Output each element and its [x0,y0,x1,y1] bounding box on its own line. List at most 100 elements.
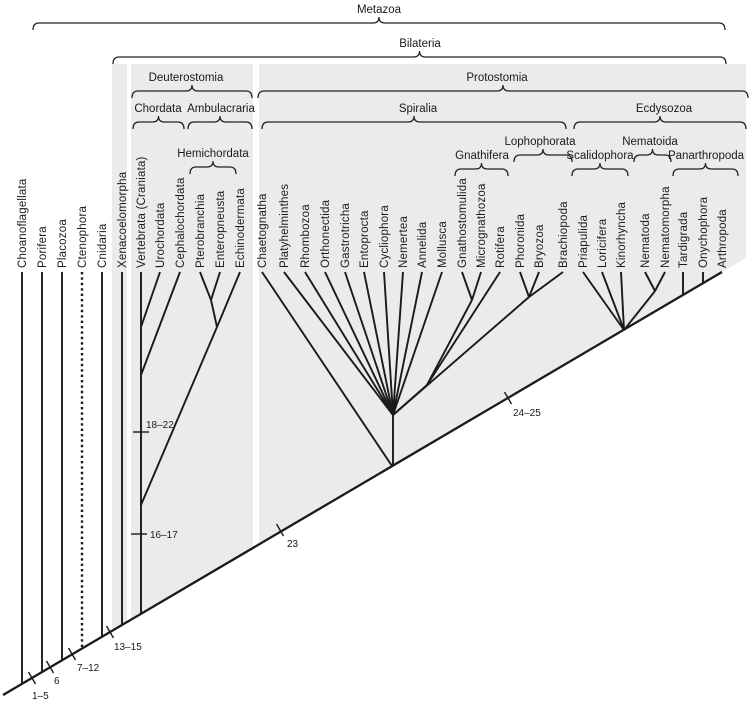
clade-brace-deuterostomia [131,84,253,99]
node-tick [275,523,285,537]
node-label-1-5: 1–5 [32,691,49,702]
tree-branch [283,271,394,416]
taxon-label-enteropneusta: Enteropneusta [215,190,227,268]
tree-branch [140,271,161,328]
taxon-labels: Choanoflagellata Porifera Placozoa Ctenopho… [17,156,729,268]
taxon-label-cycliophora: Cycliophora [379,205,391,268]
clade-brace-scalidophora [571,162,629,177]
clade-label-nematoida: Nematoida [622,136,678,148]
clade-label-ambulacraria: Ambulacraria [187,103,255,115]
taxon-label-platyhelminthes: Platyhelminthes [279,184,291,268]
taxon-label-nematomorpha: Nematomorpha [660,186,672,268]
tree-branch [324,271,394,416]
node-tick [67,647,77,661]
tree-branch [623,290,656,331]
node-label-7-12: 7–12 [77,663,100,674]
taxon-label-onychophora: Onychophora [698,196,710,268]
tree-branch [519,271,530,298]
taxon-label-orthonectida: Orthonectida [320,199,332,268]
clade-brace-hemichordata [189,160,237,175]
tree-branch [644,271,656,292]
clade-brace-metazoa [32,16,726,31]
node-tick [45,660,55,674]
taxon-label-vertebrata-craniata: Vertebrata (Craniata) [136,156,148,268]
panel-gap [253,64,259,548]
tree-branch [426,271,501,386]
clade-brace-chordata [132,115,185,130]
tree-branch [199,271,212,301]
node-label-24-25: 24–25 [513,408,541,419]
clade-label-deuterostomia: Deuterostomia [149,72,224,84]
tree-branch [620,271,625,331]
tree-branch [140,326,218,506]
panel-gap [127,64,131,622]
clade-label-chordata: Chordata [134,103,182,115]
node-label-16-17: 16–17 [150,530,178,541]
clade-braces [32,16,749,177]
taxon-label-cnidaria: Cnidaria [97,223,109,268]
clade-brace-ambulacraria [187,115,253,130]
tree-branch [383,271,394,416]
clade-label-gnathifera: Gnathifera [455,150,509,162]
taxon-label-tardigrada: Tardigrada [678,211,690,268]
tree-branch [654,271,666,292]
taxon-label-pterobranchia: Pterobranchia [195,193,207,268]
node-label-23: 23 [287,539,299,550]
clade-label-lophophorata: Lophophorata [505,136,577,148]
clade-brace-lophophorata [513,148,573,163]
taxon-label-micrognathozoa: Micrognathozoa [476,183,488,268]
tree-edges [2,271,723,696]
clade-brace-nematoida [633,148,672,163]
taxon-label-choanoflagellata: Choanoflagellata [17,178,29,268]
tree-branch [140,271,181,376]
clade-label-bilateria: Bilateria [399,38,441,50]
taxon-label-kinorhyncha: Kinorhyncha [616,201,628,268]
taxon-label-placozoa: Placozoa [57,219,69,268]
node-tick [503,391,513,405]
tree-branch [210,271,221,301]
taxon-label-ctenophora: Ctenophora [77,205,89,268]
tree-branch [392,271,404,416]
taxon-label-brachiopoda: Brachiopoda [558,201,570,268]
clade-label-panarthropoda: Panarthropoda [668,150,745,162]
clade-brace-ecdysozoa [573,115,747,130]
taxon-label-bryozoa: Bryozoa [534,224,546,268]
tree-branch [392,296,530,416]
clade-label-ecdysozoa: Ecdysozoa [636,103,693,115]
clade-brace-spiralia [261,115,567,130]
taxon-label-urochordata: Urochordata [155,202,167,268]
clade-brace-protostomia [257,84,749,99]
taxon-label-nematoda: Nematoda [640,213,652,268]
node-labels: 1–5 6 7–12 13–15 16–17 18–22 23 24–25 [32,408,541,702]
taxon-label-gastrotricha: Gastrotricha [340,203,352,268]
clade-brace-panarthropoda [672,162,739,177]
node-label-13-15: 13–15 [114,642,142,653]
taxon-label-porifera: Porifera [37,226,49,268]
taxon-label-mollusca: Mollusca [437,221,449,268]
taxon-label-annelida: Annelida [417,221,429,268]
tree-branch [528,271,564,298]
clade-label-hemichordata: Hemichordata [177,148,249,160]
taxon-label-gnathostomulida: Gnathostomulida [457,178,469,268]
taxon-label-echinodermata: Echinodermata [235,188,247,268]
taxon-label-phoronida: Phoronida [515,213,527,268]
clade-label-protostomia: Protostomia [466,72,528,84]
tree-branch [528,271,540,298]
clade-label-metazoa: Metazoa [357,4,402,16]
taxon-label-priapulida: Priapulida [578,214,590,268]
node-tick [27,671,37,685]
tree-branch [210,299,218,328]
clade-panels [112,64,746,631]
tree-branch [363,271,394,416]
clade-brace-bilateria [112,50,727,65]
taxon-label-nemertea: Nemertea [398,216,410,268]
tree-branch [216,271,241,328]
taxon-label-cephalochordata: Cephalochordata [175,177,187,268]
tree-branch [344,271,394,416]
taxon-label-entoprocta: Entoprocta [359,210,371,268]
tree-branch [426,299,473,386]
tree-branch [471,271,482,301]
node-ticks [27,391,513,685]
